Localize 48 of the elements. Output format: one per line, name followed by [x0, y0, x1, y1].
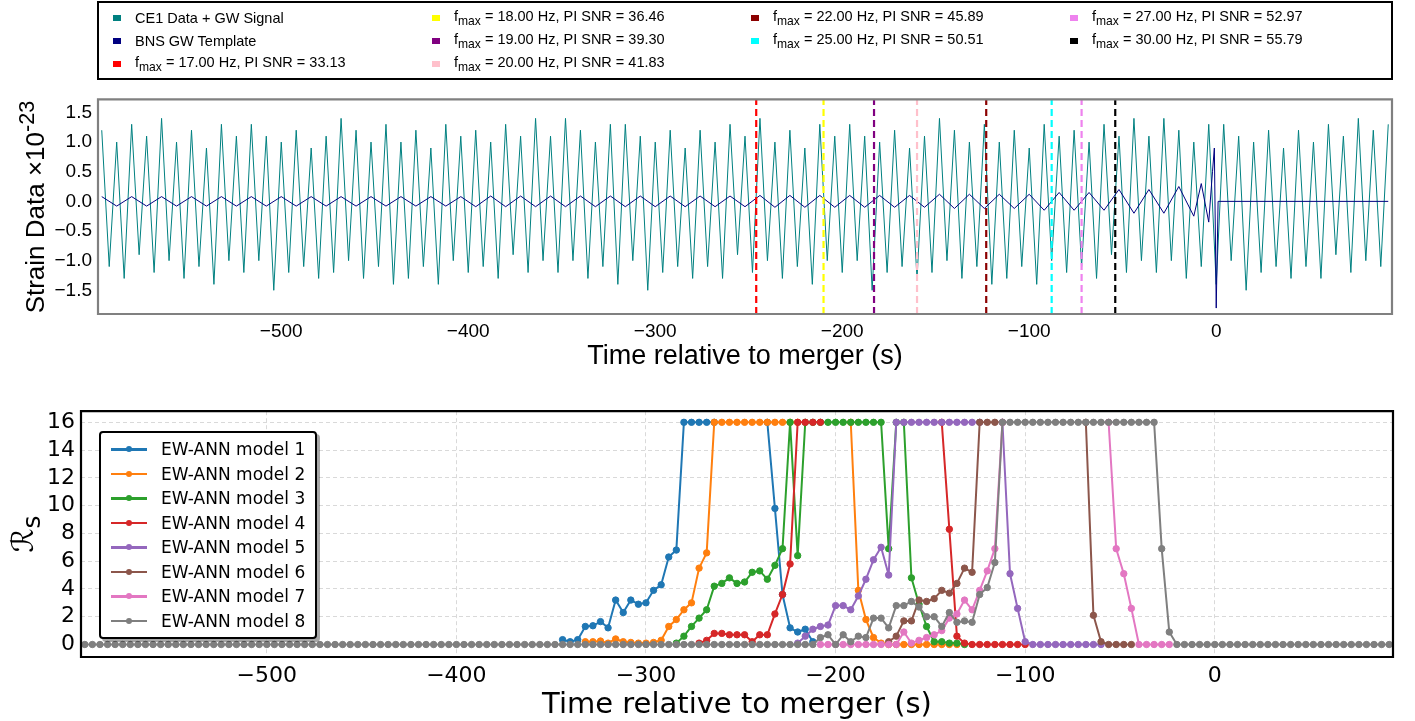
x-tick-label: 0 — [1207, 661, 1222, 687]
y-tick-label: 2 — [61, 602, 75, 628]
y-tick-label: −1.0 — [54, 248, 92, 270]
y-tick-label: 0.5 — [65, 159, 92, 181]
x-tick-label: −100 — [1007, 319, 1051, 341]
y-tick-label: 12 — [47, 463, 75, 489]
y-tick-label: −1.5 — [54, 278, 92, 300]
legend-label: EW-ANN model 6 — [161, 561, 306, 582]
x-tick-label: −400 — [446, 319, 490, 341]
legend-label: EW-ANN model 3 — [161, 488, 306, 509]
legend-label: f$_{max}$ = 27.00 Hz, PI SNR = 52.97 — [1092, 7, 1303, 28]
legend-label: EW-ANN model 1 — [161, 439, 306, 460]
legend-label: f$_{max}$ = 25.00 Hz, PI SNR = 50.51 — [773, 30, 984, 51]
x-tick-label: −500 — [236, 661, 298, 687]
legend-label: EW-ANN model 4 — [161, 512, 306, 533]
x-tick-label: 0 — [1210, 319, 1222, 341]
y-tick-label: 8 — [61, 519, 75, 545]
y-tick-label: 6 — [61, 546, 75, 572]
x-tick-label: −300 — [633, 319, 677, 341]
legend-label: f$_{max}$ = 18.00 Hz, PI SNR = 36.46 — [454, 7, 665, 28]
legend-label: f$_{max}$ = 19.00 Hz, PI SNR = 39.30 — [454, 30, 665, 51]
x-tick-label: −200 — [820, 319, 864, 341]
y-tick-label: 1.5 — [65, 100, 92, 122]
x-axis-title: Time relative to merger (s) — [587, 340, 903, 370]
x-tick-label: −300 — [615, 661, 677, 687]
y-tick-label: 0.0 — [65, 189, 92, 211]
y-tick-label: 4 — [61, 574, 75, 600]
legend-label: f$_{max}$ = 20.00 Hz, PI SNR = 41.83 — [454, 53, 665, 74]
legend-label: EW-ANN model 2 — [161, 463, 306, 484]
y-tick-label: 0 — [61, 630, 75, 656]
y-tick-label: −0.5 — [54, 219, 92, 241]
legend-label: BNS GW Template — [135, 32, 257, 49]
legend-label: f$_{max}$ = 17.00 Hz, PI SNR = 33.13 — [135, 53, 346, 74]
x-tick-label: −200 — [805, 661, 866, 687]
legend-label: f$_{max}$ = 22.00 Hz, PI SNR = 45.89 — [773, 7, 984, 28]
legend-label: EW-ANN model 5 — [161, 537, 306, 558]
x-axis-title: Time relative to merger (s) — [542, 686, 932, 720]
y-tick-label: 14 — [47, 435, 75, 461]
legend-label: f$_{max}$ = 30.00 Hz, PI SNR = 55.79 — [1092, 30, 1303, 51]
x-tick-label: −400 — [426, 661, 487, 687]
legend-label: EW-ANN model 7 — [161, 586, 306, 607]
legend-label: CE1 Data + GW Signal — [135, 9, 284, 26]
x-tick-label: −500 — [259, 319, 303, 341]
y-tick-label: 10 — [47, 491, 75, 517]
legend-label: EW-ANN model 8 — [161, 610, 306, 631]
y-tick-label: 16 — [47, 408, 75, 434]
x-tick-label: −100 — [994, 661, 1056, 687]
y-tick-label: 1.0 — [65, 130, 92, 152]
